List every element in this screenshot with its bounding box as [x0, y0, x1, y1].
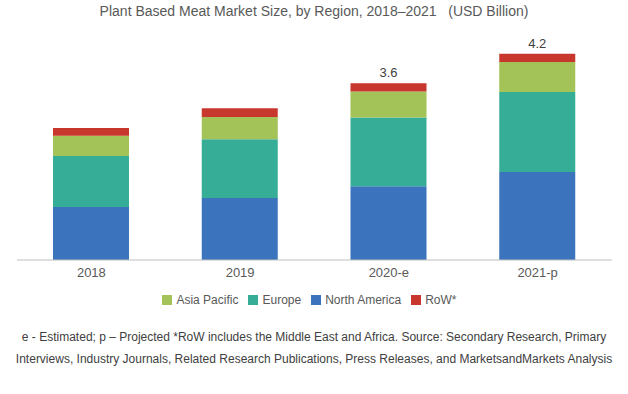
- html-text:North America: North America: [325, 293, 402, 307]
- html-text:RoW*: RoW*: [425, 293, 457, 307]
- svg-text:3.6: 3.6: [379, 65, 397, 80]
- html-text:Plant Based Meat Market Size,: Plant Based Meat Market Size, by Region,…: [99, 3, 529, 19]
- svg-text:4.2: 4.2: [528, 36, 546, 51]
- html-text:e - Estimated; p – Projected *: e - Estimated; p – Projected *RoW includ…: [15, 330, 613, 366]
- svg-text:2020-e: 2020-e: [369, 265, 409, 280]
- html-text:Europe: Europe: [262, 293, 302, 307]
- html-text:Asia Pacific: Asia Pacific: [176, 293, 239, 307]
- svg-text:2018: 2018: [77, 265, 106, 280]
- svg-text:2019: 2019: [226, 265, 255, 280]
- svg-text:2021-p: 2021-p: [517, 265, 557, 280]
